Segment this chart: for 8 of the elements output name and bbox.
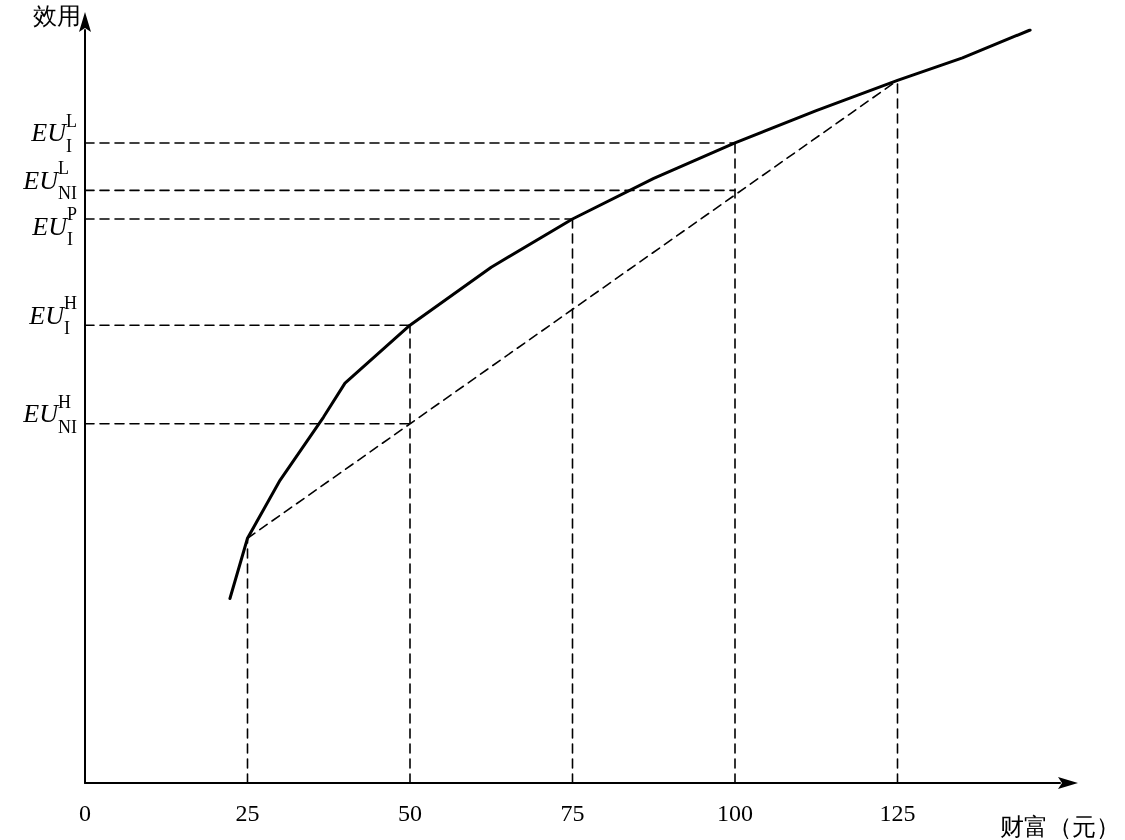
x-tick-label: 25	[235, 800, 260, 826]
x-axis-title: 财富（元）	[1000, 813, 1120, 840]
x-tick-label: 50	[398, 800, 422, 826]
x-tick-label: 125	[879, 800, 916, 826]
y-axis-title: 效用	[33, 2, 81, 30]
x-tick-label: 100	[717, 800, 753, 826]
x-tick-label: 75	[560, 800, 585, 826]
x-tick-label: 0	[79, 800, 91, 826]
